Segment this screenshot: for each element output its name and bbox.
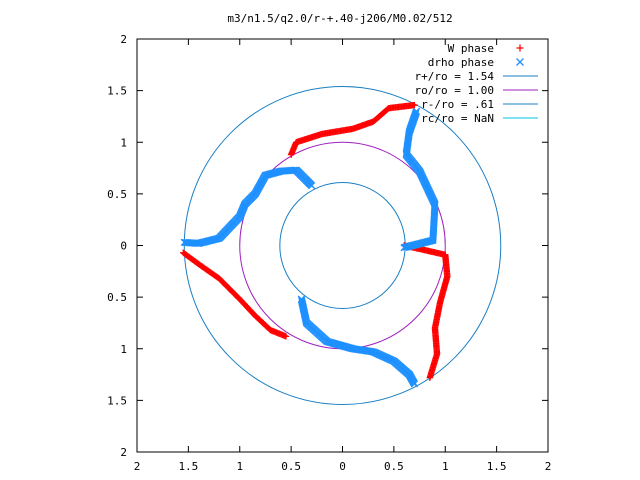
y-tick-label-6: 0.5 (107, 291, 127, 304)
point-2-2-126 (410, 380, 419, 388)
x-tick-label-3: 1 (236, 460, 243, 473)
x-tick-label-4: 0.5 (281, 460, 301, 473)
x-tick-label-8: 1.5 (487, 460, 507, 473)
point-2-1-138 (308, 181, 316, 190)
y-tick-label-1: 2 (120, 33, 127, 46)
y-tick-label-2: 1.5 (107, 85, 127, 98)
circle-3 (279, 182, 406, 309)
legend-label-3: r+/ro = 1.54 (415, 70, 495, 83)
point-2-3-137 (412, 107, 421, 115)
series-2 (180, 107, 439, 388)
point-1-2-115 (411, 101, 418, 109)
x-tick-label-2: 1.5 (178, 460, 198, 473)
circle-1 (183, 85, 502, 406)
x-tick-label-7: 1 (442, 460, 449, 473)
legend-label-4: ro/ro = 1.00 (415, 84, 494, 97)
legend-label-2: drho phase (428, 56, 494, 69)
y-tick-label-3: 1 (120, 136, 127, 149)
chart-title: m3/n1.5/q2.0/r-+.40-j206/M0.02/512 (227, 12, 452, 25)
x-tick-label-5: 0 (339, 460, 346, 473)
legend-sample-1 (516, 44, 524, 52)
point-1-3-137 (426, 374, 434, 381)
legend-sample-2 (516, 58, 524, 66)
legend-label-1: W phase (448, 42, 494, 55)
y-tick-label-9: 2 (120, 446, 127, 459)
y-tick-label-8: 1.5 (107, 394, 127, 407)
data-points (180, 101, 451, 388)
legend-label-5: r-/ro = .61 (421, 98, 494, 111)
axis-ticks: 2 1.5 1 0.5 0 0.5 1 1.5 221.510.500.511.52 (107, 33, 551, 473)
point-1-1-109 (282, 333, 290, 340)
x-tick-label-6: 0.5 (384, 460, 404, 473)
legend-label-6: rc/ro = NaN (421, 112, 494, 125)
y-tick-label-5: 0 (120, 240, 127, 253)
y-tick-label-7: 1 (120, 343, 127, 356)
reference-circles (183, 85, 502, 406)
x-tick-label-1: 2 (134, 460, 141, 473)
x-tick-label-9: 2 (545, 460, 552, 473)
y-tick-label-4: 0.5 (107, 188, 127, 201)
